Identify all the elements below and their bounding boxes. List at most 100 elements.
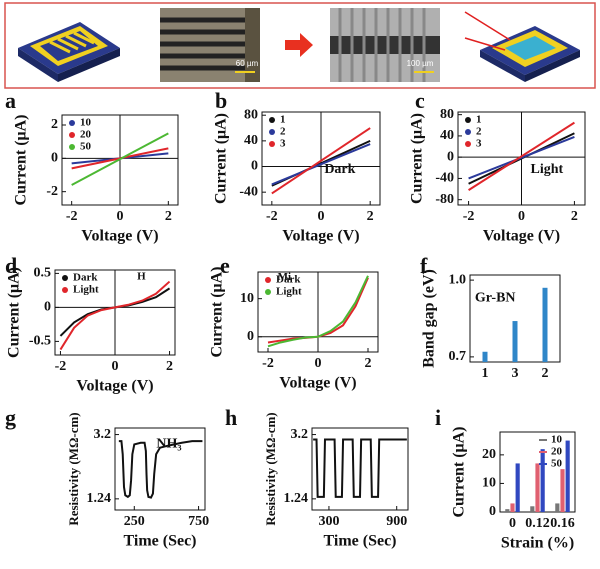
x-tick-label: -2 — [55, 359, 67, 374]
x-axis-label: Strain (%) — [501, 535, 574, 552]
bar — [565, 440, 570, 512]
panel-letter: i — [435, 405, 441, 430]
legend-label: 2 — [476, 126, 482, 138]
x-tick-label: 0.12 — [525, 516, 550, 531]
legend-marker — [265, 289, 271, 295]
data-line — [271, 127, 371, 195]
data-line — [468, 121, 575, 191]
y-tick-label: 2 — [51, 117, 58, 132]
data-line — [271, 143, 371, 186]
y-tick-label: 0 — [251, 159, 258, 174]
panel-letter: f — [420, 253, 428, 278]
y-tick-label: 40 — [244, 133, 258, 148]
bar — [512, 321, 518, 362]
device-schematic — [18, 22, 120, 82]
x-tick-label: 250 — [124, 514, 145, 529]
x-tick-label: -2 — [463, 209, 475, 224]
x-tick-label: 0 — [509, 516, 516, 531]
legend-label: Dark — [73, 272, 98, 284]
x-axis-label: Voltage (V) — [279, 375, 356, 392]
x-tick-label: 1 — [482, 366, 489, 381]
y-tick-label: -2 — [46, 184, 58, 199]
x-tick-label: 0 — [318, 209, 325, 224]
y-tick-label: 80 — [440, 107, 454, 122]
plot-frame — [311, 427, 409, 511]
bar — [560, 469, 565, 512]
panel-letter: e — [220, 253, 230, 278]
x-axis-label: Voltage (V) — [483, 228, 560, 245]
y-axis-label: Band gap (eV) — [421, 269, 438, 368]
y-tick-label: 3.2 — [291, 427, 309, 442]
legend-label: Dark — [276, 274, 301, 286]
x-tick-label: 3 — [512, 366, 519, 381]
legend-marker — [265, 277, 271, 283]
bar — [540, 449, 545, 512]
bar — [515, 463, 520, 512]
x-tick-label: 300 — [318, 514, 339, 529]
legend-label: 50 — [80, 141, 92, 153]
panel: e 0 10 -2 0 2 Voltage (V) Current (μA) MiDarkLig… — [209, 253, 379, 392]
bar — [510, 503, 515, 512]
legend-label: Light — [276, 286, 302, 298]
y-tick-label: 3.2 — [94, 427, 112, 442]
bar — [542, 287, 548, 362]
x-axis-label: Voltage (V) — [81, 228, 158, 245]
x-tick-label: 900 — [386, 514, 407, 529]
y-axis-label: Current (μA) — [6, 267, 23, 358]
x-tick-label: 2 — [542, 366, 549, 381]
panel: b -40 0 40 80 -2 0 2 Voltage (V) Current (μA) Dark… — [213, 88, 381, 245]
y-axis-label: Current (μA) — [209, 267, 226, 358]
y-tick-label: 0 — [44, 300, 51, 315]
y-tick-label: 0 — [247, 329, 254, 344]
sem-image: 100 µm — [330, 8, 440, 82]
bar — [530, 506, 535, 512]
scale-bar-label: 60 µm — [236, 59, 259, 68]
x-tick-label: 2 — [571, 209, 578, 224]
panel: f 0.7 1.0 Band gap (eV) 1 3 2 Gr-BN — [420, 253, 561, 381]
legend-label: 1 — [476, 114, 482, 126]
y-tick-label: 1.24 — [87, 491, 112, 506]
legend-label: 3 — [476, 138, 482, 150]
arrow — [285, 33, 313, 57]
data-line — [468, 136, 575, 180]
y-tick-label: 20 — [482, 447, 496, 462]
data-line — [313, 438, 407, 498]
x-tick-label: 0 — [518, 209, 525, 224]
annotation: Light — [531, 162, 564, 177]
x-tick-label: 0 — [112, 359, 119, 374]
y-tick-label: 0 — [51, 151, 58, 166]
x-axis-label: Voltage (V) — [76, 378, 153, 395]
plot-frame — [114, 427, 206, 511]
legend-marker — [62, 287, 68, 293]
annotation: NH₃ — [156, 437, 181, 452]
panel-letter: d — [5, 253, 17, 278]
x-tick-label: -2 — [262, 356, 274, 371]
legend-marker — [269, 129, 275, 135]
y-tick-label: 80 — [244, 107, 258, 122]
y-axis-label: Current (μA) — [13, 115, 30, 206]
x-axis-label: Time (Sec) — [323, 533, 396, 550]
y-tick-label: -40 — [239, 184, 258, 199]
legend-marker — [465, 141, 471, 147]
x-tick-label: -2 — [66, 209, 78, 224]
panel-letter: g — [5, 405, 16, 430]
panel: c -80 -40 0 40 80 -2 0 2 Voltage (V) Current (μA) L… — [409, 88, 586, 245]
y-tick-label: -40 — [435, 171, 454, 186]
panel: d -0.5 0 0.5 -2 0 2 Voltage (V) Current (μA) H Dar… — [5, 253, 176, 395]
bar — [482, 351, 488, 362]
legend-marker — [269, 117, 275, 123]
x-tick-label: 2 — [165, 209, 172, 224]
x-tick-label: 0.16 — [550, 516, 575, 531]
annotation: Dark — [324, 162, 355, 177]
legend-label: 10 — [551, 434, 563, 446]
y-axis-label: Current (μA) — [213, 113, 230, 204]
legend-marker — [69, 132, 75, 138]
y-tick-label: 1.24 — [284, 491, 309, 506]
x-tick-label: -2 — [266, 209, 278, 224]
legend-label: 1 — [280, 114, 286, 126]
x-tick-label: 2 — [365, 356, 372, 371]
panel: g 1.24 3.2 250 750 Time (Sec) Resistivity (MΩ-… — [5, 405, 209, 550]
top-strip: 60 µm 100 µm — [4, 2, 596, 89]
